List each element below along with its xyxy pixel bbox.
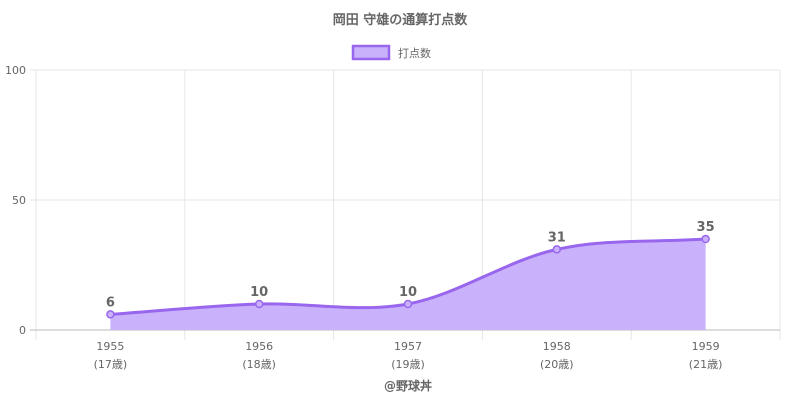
y-tick-label: 50 (12, 194, 26, 207)
data-label: 10 (399, 285, 417, 300)
legend[interactable]: 打点数 (351, 44, 431, 61)
x-tick-sublabel: (19歳) (391, 358, 425, 371)
data-label: 6 (106, 295, 115, 310)
x-tick-sublabel: (18歳) (242, 358, 276, 371)
x-tick-sublabel: (20歳) (540, 358, 574, 371)
data-labels: 6 10 10 31 35 (106, 220, 715, 310)
x-tick-label: 1957 (394, 340, 422, 353)
credit-label: @野球丼 (384, 378, 432, 393)
data-points (106, 234, 710, 319)
data-label: 10 (250, 285, 268, 300)
data-label: 35 (697, 220, 715, 235)
data-label: 31 (548, 230, 566, 245)
x-tick-sublabel: (17歳) (94, 358, 128, 371)
x-tick-label: 1956 (245, 340, 273, 353)
data-point (106, 310, 115, 319)
data-point (254, 299, 264, 309)
legend-label: 打点数 (398, 46, 431, 60)
chart-title: 岡田 守雄の通算打点数 (333, 12, 469, 28)
data-point (701, 234, 710, 244)
x-axis-ticks: 1955 (17歳) 1956 (18歳) 1957 (19歳) 1958 (20歳) 1959… (94, 340, 723, 371)
data-point (552, 245, 562, 254)
y-axis-ticks: 0 50 100 (5, 64, 26, 337)
x-tick-sublabel: (21歳) (689, 358, 723, 371)
data-point (403, 299, 413, 309)
x-tick-label: 1959 (692, 340, 720, 353)
legend-swatch (351, 44, 391, 61)
y-tick-label: 0 (19, 324, 26, 337)
x-tick-label: 1955 (96, 340, 124, 353)
y-tick-label: 100 (5, 64, 26, 77)
x-tick-label: 1958 (543, 340, 571, 353)
